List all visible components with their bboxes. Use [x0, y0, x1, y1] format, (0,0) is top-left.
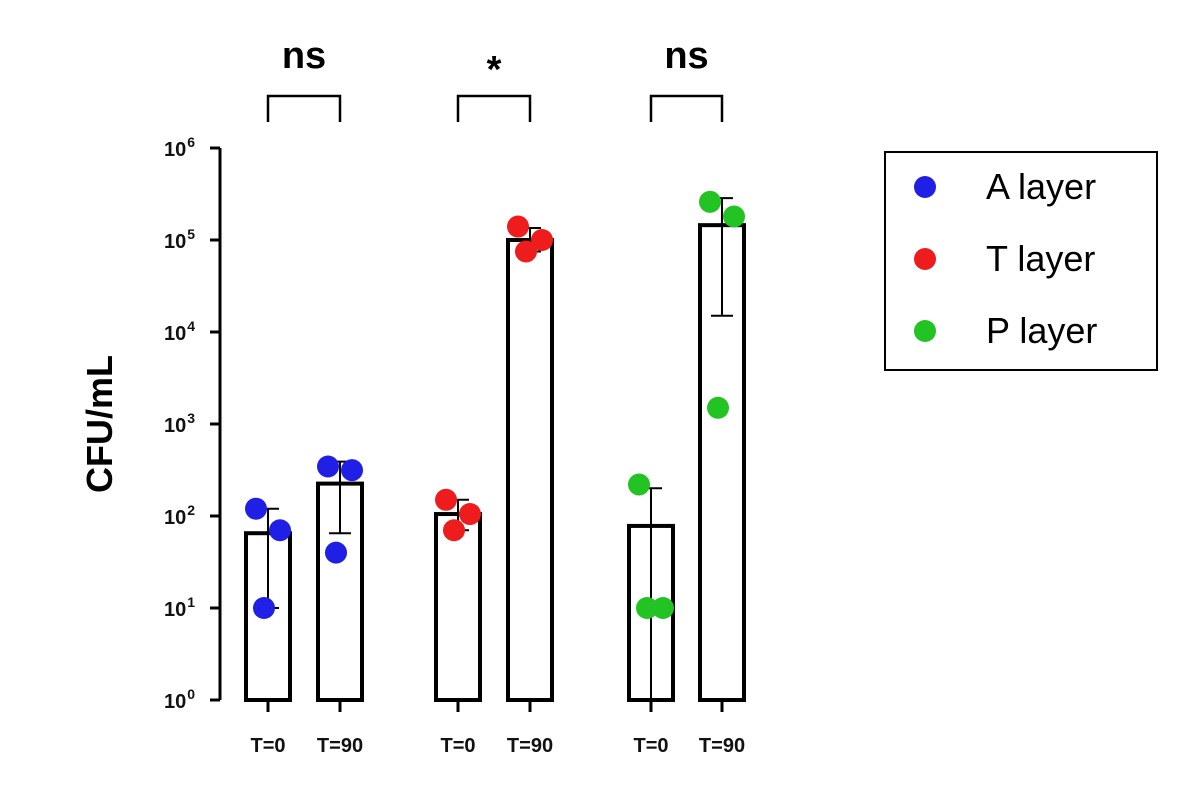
x-tick-label: T=90	[507, 735, 553, 757]
data-point	[317, 455, 339, 478]
legend-label: A layer	[986, 166, 1096, 207]
significance-bracket	[649, 94, 724, 122]
y-tick-label: 100	[164, 686, 195, 713]
legend-label: T layer	[986, 238, 1095, 279]
data-point	[636, 597, 658, 619]
significance-label: ns	[664, 35, 708, 77]
data-point	[435, 488, 457, 511]
data-point	[652, 597, 674, 619]
bar	[434, 512, 482, 703]
legend-marker	[914, 248, 936, 270]
significance-bracket	[456, 94, 532, 122]
x-tick-label: T=0	[250, 735, 285, 757]
legend-marker	[914, 320, 936, 342]
data-point	[443, 519, 465, 542]
y-tick-label: 101	[164, 594, 195, 621]
bars-layer	[244, 197, 746, 703]
data-point	[699, 190, 721, 213]
data-point	[325, 541, 347, 564]
x-tick-label: T=0	[633, 735, 668, 757]
data-point	[531, 229, 553, 251]
legend: A layer T layer P layer	[884, 151, 1158, 371]
legend-label: P layer	[986, 310, 1097, 351]
significance-label: *	[487, 49, 502, 91]
y-axis-title: CFU/mL	[79, 355, 120, 493]
y-tick-label: 102	[164, 502, 195, 529]
y-tick-label: 103	[164, 410, 195, 437]
data-point	[707, 396, 729, 419]
data-point	[269, 519, 291, 542]
x-tick-label: T=90	[317, 735, 363, 757]
data-point	[341, 459, 363, 482]
data-point	[628, 473, 650, 496]
labels-layer: 100 101 102 103 104 105 106 CFU/mL T=0 T=90 ns T=0 T…	[79, 35, 745, 757]
x-tick-label: T=0	[440, 735, 475, 757]
bar	[316, 481, 364, 702]
data-point	[507, 215, 529, 238]
bar	[506, 238, 554, 702]
legend-marker	[914, 176, 936, 198]
points-layer	[245, 190, 745, 619]
x-tick-label: T=90	[699, 735, 745, 757]
data-point	[723, 205, 745, 228]
significance-bracket	[266, 94, 342, 122]
data-point	[515, 240, 537, 263]
data-point	[245, 497, 267, 520]
significance-label: ns	[282, 35, 326, 77]
data-point	[253, 597, 275, 619]
y-tick-label: 106	[164, 134, 195, 161]
data-point	[459, 503, 481, 526]
y-tick-label: 104	[164, 318, 195, 345]
y-tick-label: 105	[164, 226, 195, 253]
